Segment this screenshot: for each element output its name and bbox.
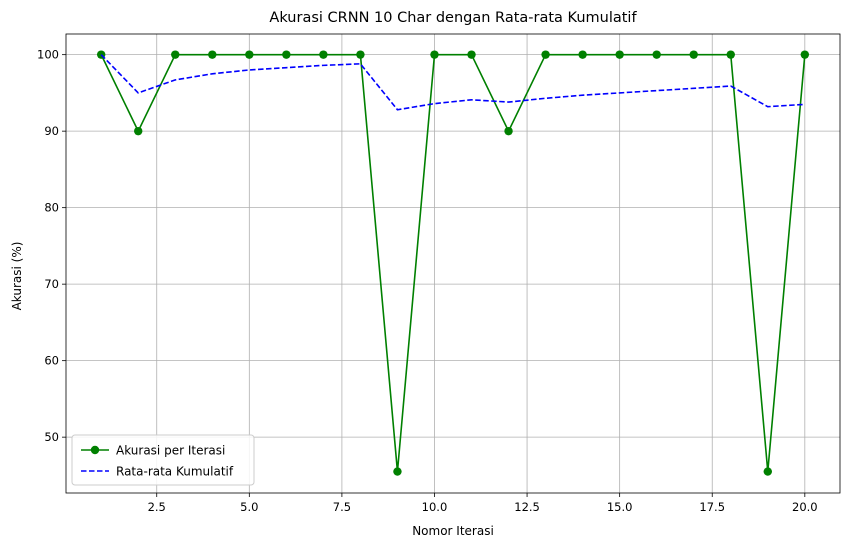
data-point-akurasi <box>800 50 810 59</box>
x-tick-label: 20.0 <box>792 500 818 514</box>
data-point-akurasi <box>208 50 217 59</box>
data-point-akurasi <box>615 50 624 59</box>
y-tick-label: 50 <box>44 430 59 444</box>
data-point-akurasi <box>578 50 587 59</box>
series-line-akurasi-per-iterasi <box>100 53 806 472</box>
data-point-akurasi <box>652 50 661 59</box>
legend-marker-akurasi-per-iterasi <box>90 445 100 455</box>
data-point-akurasi <box>282 50 291 59</box>
data-point-akurasi <box>467 50 476 59</box>
x-tick-label: 12.5 <box>514 500 540 514</box>
data-point-akurasi <box>393 467 402 476</box>
y-tick-label: 90 <box>44 124 59 138</box>
series-line-rata-rata-kumulatif <box>100 54 805 111</box>
x-tick-label: 5.0 <box>240 500 258 514</box>
data-point-akurasi <box>726 50 735 59</box>
data-point-akurasi <box>541 50 550 59</box>
x-tick-label: 7.5 <box>333 500 351 514</box>
x-tick-label: 10.0 <box>422 500 448 514</box>
data-point-akurasi <box>430 50 439 59</box>
data-point-akurasi <box>504 126 513 136</box>
data-point-akurasi <box>134 126 143 136</box>
data-point-akurasi <box>356 50 365 59</box>
legend-label-akurasi-per-iterasi: Akurasi per Iterasi <box>116 444 225 458</box>
x-tick-label: 2.5 <box>148 500 166 514</box>
legend-box <box>71 434 255 486</box>
y-tick-label: 70 <box>44 277 59 291</box>
x-tick-label: 17.5 <box>699 500 725 514</box>
y-tick-label: 100 <box>37 48 59 62</box>
y-tick-label: 60 <box>44 354 59 368</box>
data-point-akurasi <box>319 50 328 59</box>
data-point-akurasi <box>763 467 772 476</box>
legend: Akurasi per Iterasi Rata-rata Kumulatif <box>71 434 255 486</box>
chart-title: Akurasi CRNN 10 Char dengan Rata-rata Ku… <box>269 10 637 26</box>
legend-label-rata-rata-kumulatif: Rata-rata Kumulatif <box>116 465 234 479</box>
data-point-akurasi <box>171 50 180 59</box>
y-axis-label: Akurasi (%) <box>10 242 24 311</box>
axes-frame <box>65 33 841 494</box>
y-tick-label: 80 <box>44 201 59 215</box>
x-tick-label: 15.0 <box>607 500 633 514</box>
data-point-akurasi <box>245 50 254 59</box>
x-axis-label: Nomor Iterasi <box>412 524 494 538</box>
data-point-akurasi <box>689 50 698 59</box>
